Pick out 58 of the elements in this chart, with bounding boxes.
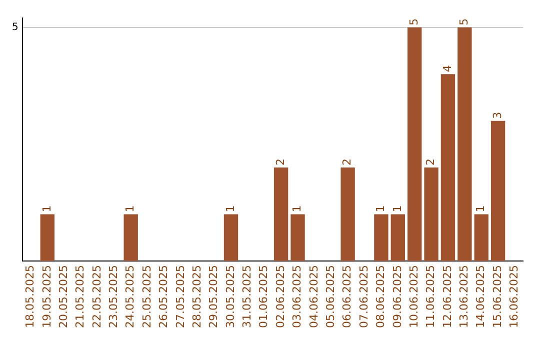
data-label: 3 [490,112,504,119]
x-tick-label: 26.05.2025 [157,265,170,328]
bar [458,27,472,262]
x-tick-label: 29.05.2025 [207,265,220,328]
x-tick-label: 15.06.2025 [490,265,504,328]
bar [124,214,138,262]
x-tick-label: 19.05.2025 [40,265,54,328]
data-label: 1 [474,205,488,212]
x-tick-label: 31.05.2025 [240,265,254,328]
data-label: 2 [424,158,438,166]
data-label: 1 [290,205,304,212]
data-label: 5 [407,18,420,26]
x-tick-label: 27.05.2025 [174,265,187,328]
x-tick-label: 08.06.2025 [374,265,388,328]
x-tick-label: 01.06.2025 [257,265,270,328]
x-tick-label: 28.05.2025 [190,265,204,328]
x-tick-label: 23.05.2025 [107,265,120,328]
x-tick-label: 22.05.2025 [90,265,104,328]
x-tick-label: 20.05.2025 [56,265,70,328]
x-tick-label: 25.05.2025 [140,265,154,328]
x-tick-label: 06.06.2025 [340,265,354,328]
x-tick-label: 05.06.2025 [324,265,337,328]
bar [407,27,422,262]
x-tick-label: 04.06.2025 [307,265,320,328]
data-label: 4 [440,65,454,72]
bar [474,214,488,262]
bar [390,214,405,262]
data-label: 1 [374,205,388,212]
x-tick-label: 21.05.2025 [74,265,87,328]
bar [40,214,54,262]
x-tick-label: 11.06.2025 [424,265,438,328]
bar [274,168,288,262]
x-tick-label: 18.05.2025 [24,265,37,328]
data-label: 1 [224,205,237,212]
data-label: 1 [124,205,137,212]
data-label: 1 [390,205,404,212]
bar [340,168,355,262]
bar [424,168,438,262]
x-tick-label: 10.06.2025 [407,265,420,328]
bar [224,214,238,262]
x-tick-label: 30.05.2025 [224,265,237,328]
data-label: 1 [40,205,54,212]
bar [290,214,305,262]
x-tick-label: 24.05.2025 [124,265,137,328]
x-tick-label: 12.06.2025 [440,265,454,328]
x-tick-label: 07.06.2025 [357,265,370,328]
bar [440,74,456,262]
data-label: 2 [340,158,354,166]
bar [490,120,506,262]
x-tick-label: 14.06.2025 [474,265,488,328]
bar [374,214,388,262]
x-tick-label: 02.06.2025 [274,265,287,328]
x-tick-label: 16.06.2025 [508,265,521,328]
x-tick-label: 13.06.2025 [458,265,471,328]
x-tick-label: 09.06.2025 [390,265,404,328]
data-label: 5 [458,18,471,26]
data-label: 2 [274,158,287,166]
x-tick-label: 03.06.2025 [290,265,304,328]
